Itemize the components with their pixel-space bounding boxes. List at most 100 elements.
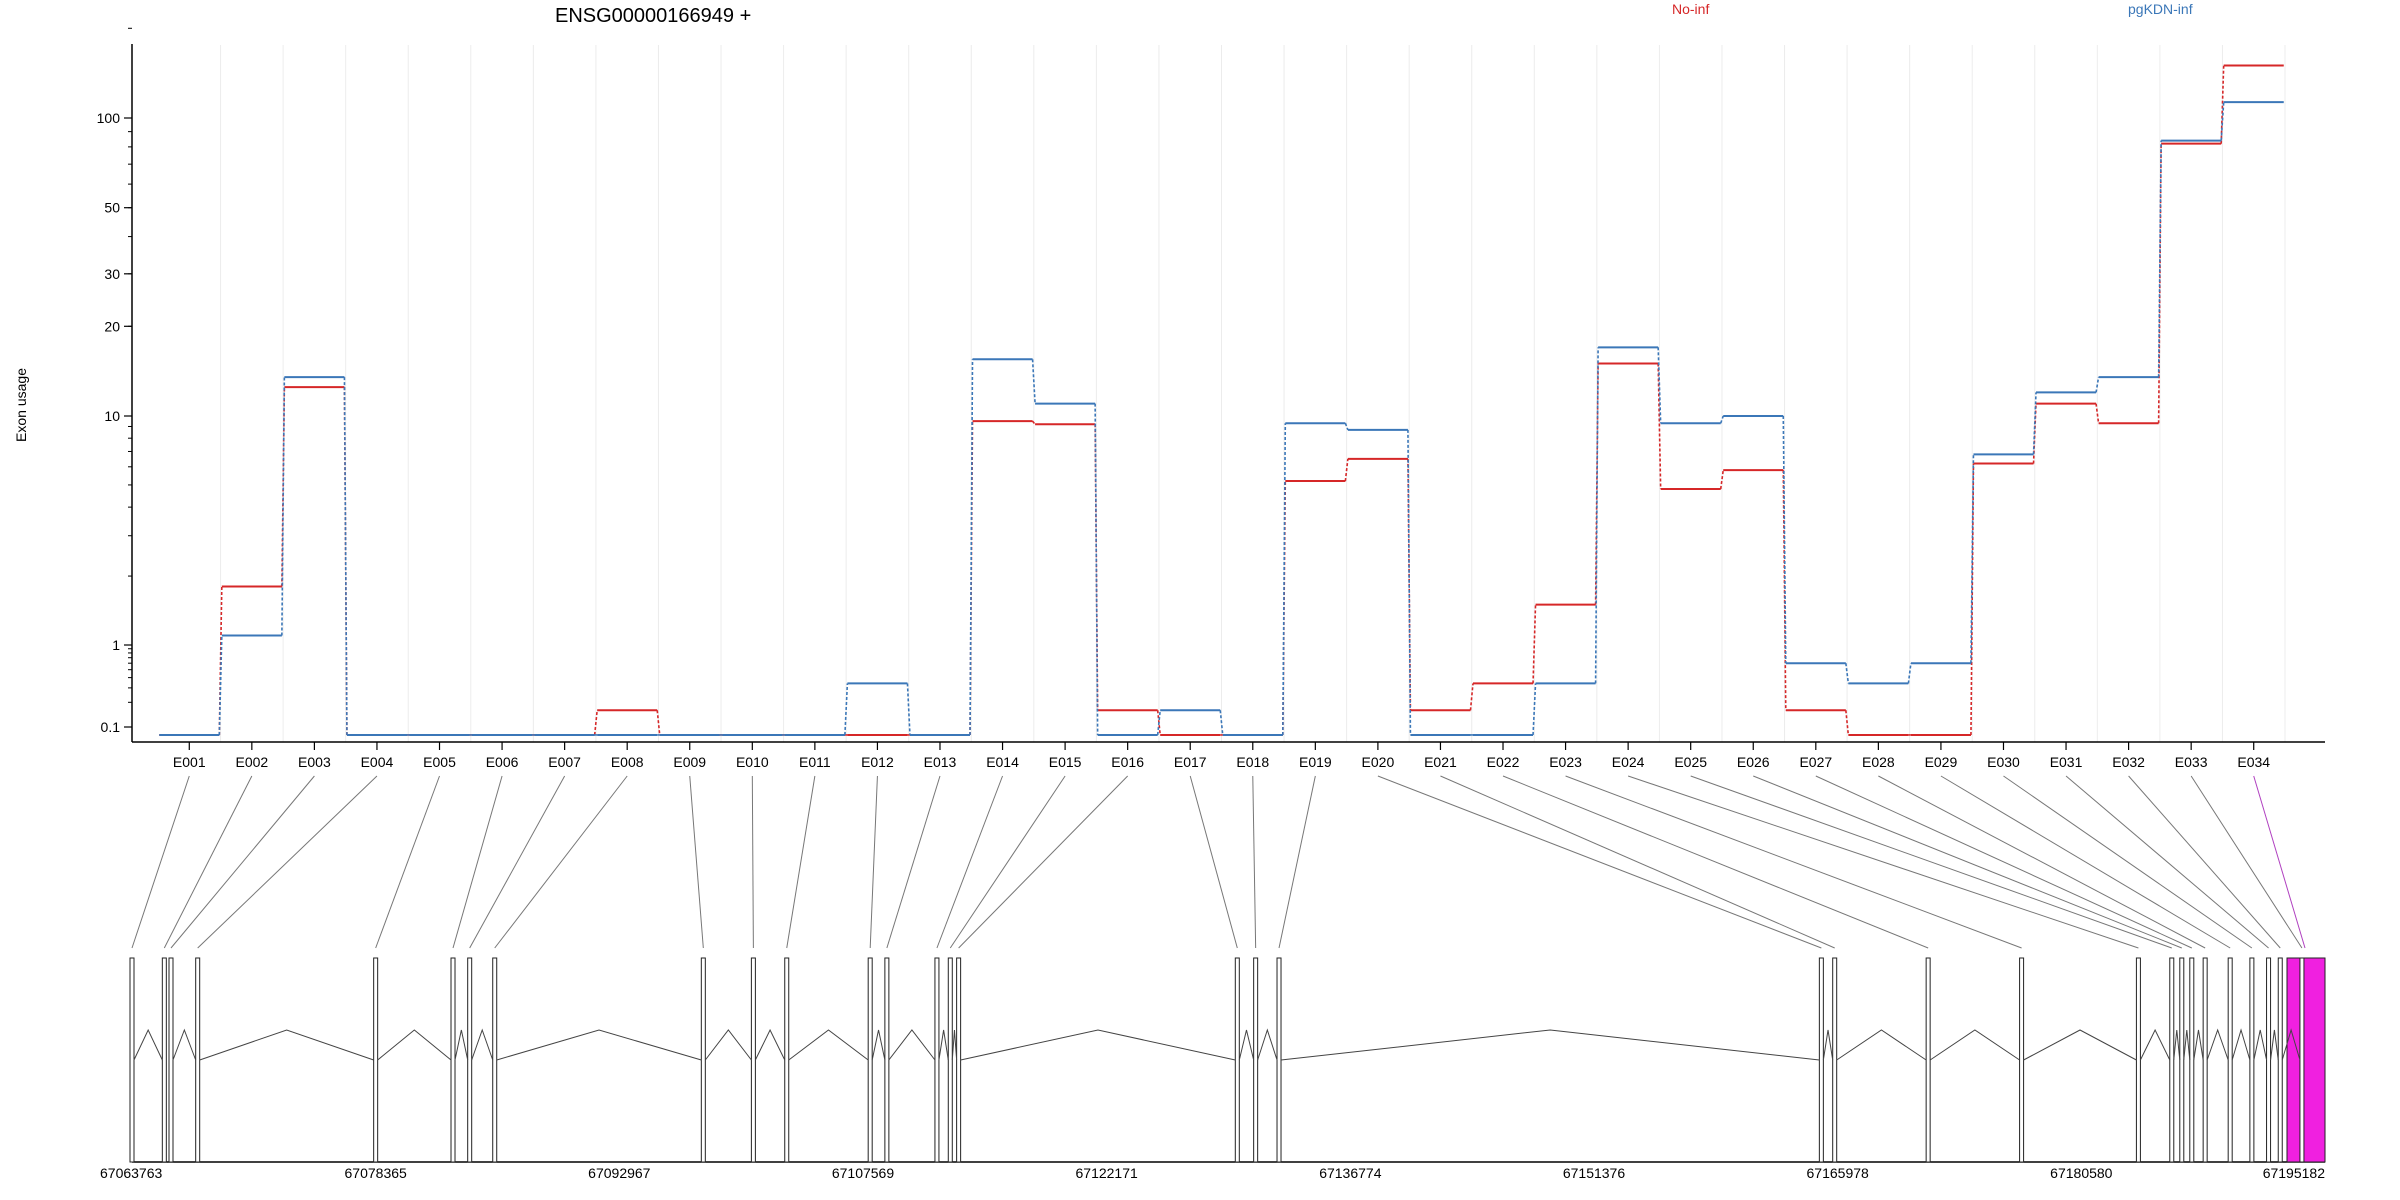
series-connector <box>1407 429 1412 735</box>
gene-exon-box <box>1276 957 1282 1163</box>
exon-connector <box>1940 775 2231 949</box>
intron-line <box>199 1029 374 1061</box>
x-tick-label-e009: E009 <box>673 754 706 770</box>
x-tick-label-e026: E026 <box>1737 754 1770 770</box>
gene-exon-box <box>129 957 135 1163</box>
series-connector <box>656 710 661 736</box>
x-tick-label-e019: E019 <box>1299 754 1332 770</box>
gene-exon-box <box>2169 957 2175 1163</box>
x-tick-label-e006: E006 <box>486 754 519 770</box>
y-tick-label: 10 <box>104 408 120 424</box>
gene-exon-box <box>1925 957 1931 1163</box>
x-tick-label-e018: E018 <box>1236 754 1269 770</box>
series-connector <box>1532 683 1537 735</box>
intron-line <box>496 1029 702 1061</box>
y-tick-label: 50 <box>104 200 120 216</box>
x-tick-label-e005: E005 <box>423 754 456 770</box>
gene-exon-box <box>2277 957 2283 1163</box>
coord-tick-label: 67122171 <box>1076 1165 1139 1181</box>
exon-connector <box>1565 775 2022 949</box>
gene-exon-box <box>2266 957 2272 1163</box>
coord-tick-label: 67063763 <box>100 1165 163 1181</box>
exon-connector <box>1878 775 2206 949</box>
series-connector <box>1907 663 1912 684</box>
gene-exon-box <box>956 957 962 1163</box>
series-connector <box>281 377 286 636</box>
intron-line <box>1257 1028 1278 1061</box>
coord-tick-label: 67078365 <box>345 1165 408 1181</box>
intron-line <box>377 1029 452 1061</box>
exon-connector <box>949 775 1066 949</box>
gene-exon-box <box>450 957 456 1163</box>
intron-line <box>951 1029 958 1061</box>
gene-exon-box <box>2299 957 2305 1163</box>
intron-line <box>938 1029 949 1061</box>
x-tick-label-e027: E027 <box>1799 754 1832 770</box>
gene-exon-box <box>2135 957 2141 1163</box>
series-connector <box>593 710 598 736</box>
exon-connector <box>1278 775 1316 949</box>
coord-tick-label: 67165978 <box>1807 1165 1870 1181</box>
exon-connector <box>2253 775 2306 949</box>
series-connector <box>2220 65 2225 144</box>
exon-connector <box>786 775 816 949</box>
exon-connector <box>886 775 941 949</box>
gene-exon-box <box>934 957 940 1163</box>
series-connector <box>1344 458 1349 482</box>
x-tick-label-e003: E003 <box>298 754 331 770</box>
exon-connector <box>958 775 1129 949</box>
x-tick-label-e010: E010 <box>736 754 769 770</box>
x-tick-label-e007: E007 <box>548 754 581 770</box>
series-connector <box>1094 403 1099 735</box>
series-connector <box>1719 415 1724 424</box>
intron-line <box>2281 1028 2301 1061</box>
series-connector <box>906 683 911 735</box>
intron-line <box>871 1029 886 1061</box>
x-tick-label-e031: E031 <box>2050 754 2083 770</box>
coord-tick-label: 67195182 <box>2263 1165 2326 1181</box>
series-connector <box>2095 403 2100 424</box>
coord-tick-label: 67151376 <box>1563 1165 1626 1181</box>
exon-connector <box>751 775 754 949</box>
x-tick-label-e001: E001 <box>173 754 206 770</box>
y-tick-label: 100 <box>97 110 121 126</box>
gene-exon-box <box>1818 957 1824 1163</box>
series-connector <box>1970 463 1975 735</box>
x-tick-label-e034: E034 <box>2237 754 2270 770</box>
gene-exon-box <box>195 957 201 1163</box>
intron-line <box>2193 1029 2204 1061</box>
intron-line <box>2183 1029 2191 1061</box>
exon-connector <box>494 775 628 949</box>
y-tick-label: 0.1 <box>101 719 121 735</box>
exon-connector <box>1502 775 1929 949</box>
gene-exon-box <box>750 957 756 1163</box>
x-tick-label-e014: E014 <box>986 754 1019 770</box>
coord-tick-label: 67136774 <box>1319 1165 1382 1181</box>
gene-exon-box <box>700 957 706 1163</box>
x-tick-label-e032: E032 <box>2112 754 2145 770</box>
exon-connector <box>170 775 315 949</box>
gene-exon-box <box>467 957 473 1163</box>
series-connector <box>1031 420 1036 425</box>
series-connector <box>1782 470 1787 711</box>
legend-no-inf: No-inf <box>1672 1 1709 17</box>
series-connector <box>1845 710 1850 736</box>
exon-connector <box>1252 775 1257 949</box>
series-connector <box>1782 415 1787 664</box>
y-tick-label: 20 <box>104 318 120 334</box>
exon-connector <box>869 775 878 949</box>
x-tick-label-e028: E028 <box>1862 754 1895 770</box>
intron-line <box>888 1029 936 1061</box>
gene-exon-box <box>2249 957 2255 1163</box>
exon-connector <box>689 775 704 949</box>
x-tick-label-e011: E011 <box>799 754 831 770</box>
intron-line <box>2023 1029 2137 1061</box>
y-tick-label: 30 <box>104 266 120 282</box>
gene-exon-box <box>168 957 174 1163</box>
grid <box>220 45 2286 742</box>
exon-connector <box>1189 775 1238 949</box>
series-connector <box>844 683 849 735</box>
series-connector <box>1344 422 1349 431</box>
exon-connector <box>2065 775 2269 949</box>
series-connector <box>1657 363 1662 490</box>
